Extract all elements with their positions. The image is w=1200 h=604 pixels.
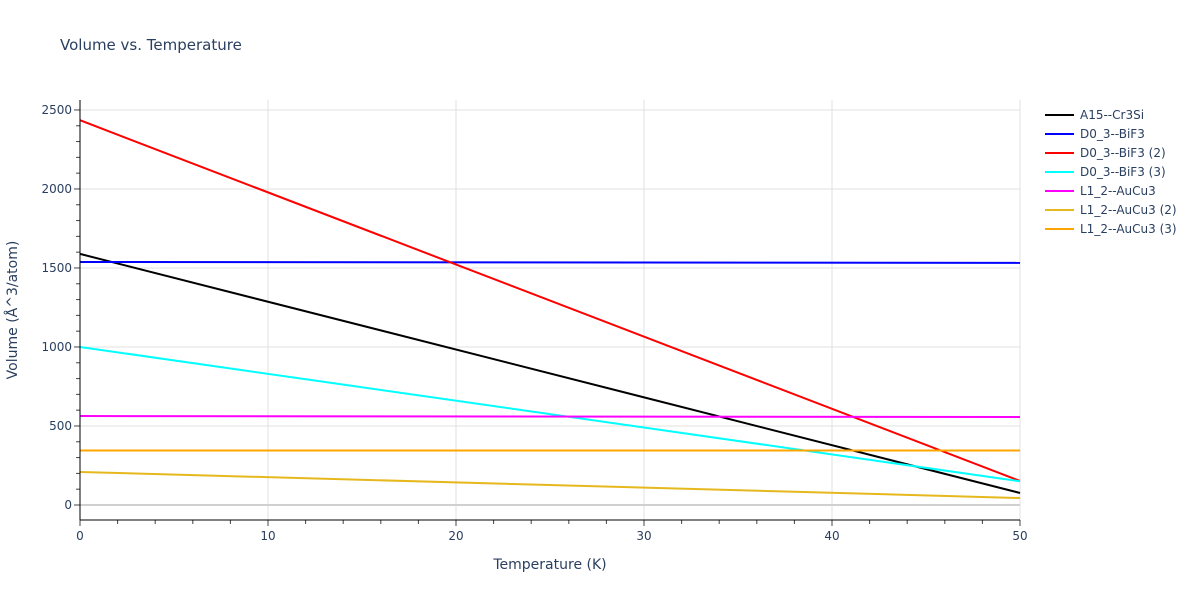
series-line <box>79 345 1021 483</box>
y-tick-label: 2500 <box>41 103 72 117</box>
legend-item[interactable]: D0_3--BiF3 (3) <box>1045 165 1166 179</box>
legend-item[interactable]: L1_2--AuCu3 (3) <box>1045 222 1177 236</box>
legend-label: L1_2--AuCu3 (2) <box>1080 203 1177 217</box>
chart-title: Volume vs. Temperature <box>60 36 242 54</box>
legend: A15--Cr3Si D0_3--BiF3 D0_3--BiF3 (2) D0_3--… <box>1045 108 1177 236</box>
series-line <box>79 260 1021 264</box>
legend-label: L1_2--AuCu3 <box>1080 184 1156 198</box>
y-tick-label: 2000 <box>41 182 72 196</box>
legend-label: D0_3--BiF3 (3) <box>1080 165 1166 179</box>
series-line <box>79 252 1021 494</box>
x-tick-label: 0 <box>76 529 84 543</box>
y-axis-label: Volume (Å^3/atom) <box>4 241 21 380</box>
legend-item[interactable]: A15--Cr3Si <box>1045 108 1144 122</box>
x-tick-label: 40 <box>824 529 839 543</box>
legend-label: A15--Cr3Si <box>1080 108 1144 122</box>
x-tick-label: 50 <box>1012 529 1027 543</box>
x-axis-label: Temperature (K) <box>492 557 606 573</box>
x-tick-label: 30 <box>636 529 651 543</box>
legend-label: L1_2--AuCu3 (3) <box>1080 222 1177 236</box>
y-tick-label: 1000 <box>41 340 72 354</box>
legend-item[interactable]: L1_2--AuCu3 (2) <box>1045 203 1177 217</box>
series-line <box>79 119 1021 482</box>
legend-label: D0_3--BiF3 (2) <box>1080 146 1166 160</box>
y-tick-label: 1500 <box>41 261 72 275</box>
legend-item[interactable]: L1_2--AuCu3 <box>1045 184 1156 198</box>
x-tick-label: 10 <box>260 529 275 543</box>
legend-item[interactable]: D0_3--BiF3 <box>1045 127 1145 141</box>
legend-item[interactable]: D0_3--BiF3 (2) <box>1045 146 1166 160</box>
series-line <box>79 470 1021 500</box>
y-tick-label: 500 <box>49 419 72 433</box>
y-tick-label: 0 <box>64 498 72 512</box>
series-line <box>79 415 1021 418</box>
legend-label: D0_3--BiF3 <box>1080 127 1145 141</box>
x-tick-label: 20 <box>448 529 463 543</box>
